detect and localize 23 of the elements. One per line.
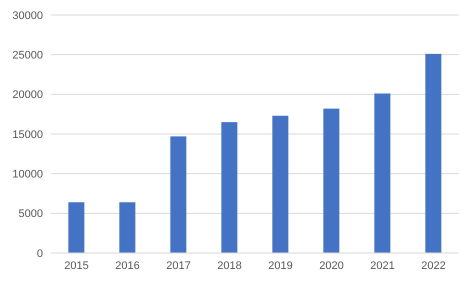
bar (170, 136, 186, 253)
x-tick-label: 2017 (166, 260, 191, 272)
y-tick-label: 0 (36, 248, 43, 260)
bar (374, 94, 390, 253)
bar (425, 54, 442, 253)
x-tick-label: 2015 (64, 260, 89, 272)
x-tick-label: 2018 (217, 260, 242, 272)
bar (323, 108, 340, 253)
bar (272, 116, 288, 253)
x-tick-label: 2021 (370, 260, 395, 272)
y-tick-label: 20000 (12, 89, 43, 102)
x-tick-label: 2016 (115, 260, 140, 272)
bar (221, 122, 238, 253)
y-tick-label: 25000 (12, 50, 43, 62)
x-tick-label: 2019 (268, 260, 293, 272)
x-tick-label: 2022 (421, 260, 446, 272)
y-tick-label: 10000 (12, 168, 43, 181)
x-tick-label: 2020 (319, 260, 344, 272)
y-tick-label: 15000 (12, 128, 43, 141)
y-tick-label: 30000 (12, 10, 43, 22)
y-tick-label: 5000 (18, 208, 43, 220)
bar (68, 202, 84, 253)
bar (119, 202, 136, 253)
